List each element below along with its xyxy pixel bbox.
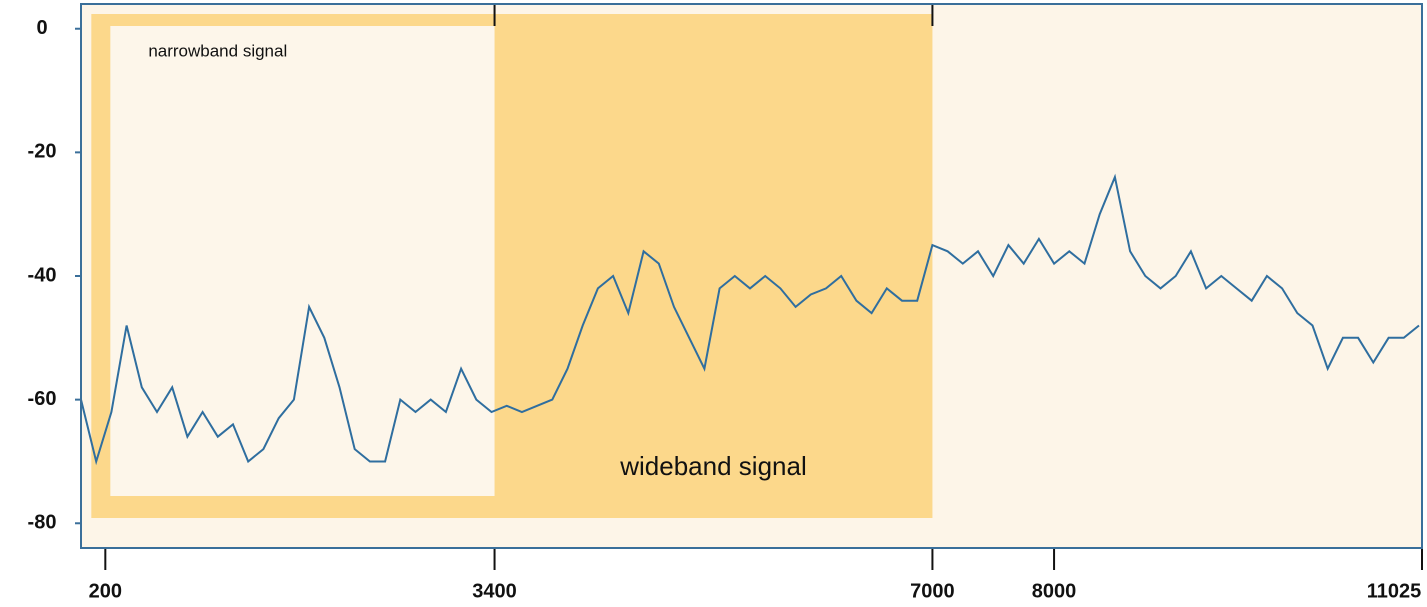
band-label: narrowband signal: [148, 41, 287, 60]
x-tick-label: 11025: [1367, 580, 1422, 602]
y-tick-label: 0: [36, 17, 47, 39]
plot-border: [80, 3, 1423, 549]
y-tick-label: -60: [28, 388, 57, 410]
y-tick-label: -80: [28, 512, 57, 534]
x-tick-label: 3400: [472, 580, 517, 602]
x-tick-label: 200: [89, 580, 122, 602]
band-label: wideband signal: [619, 451, 806, 481]
signal-line: [80, 173, 1420, 466]
x-tick-label: 8000: [1032, 580, 1077, 602]
y-tick-label: -20: [28, 141, 57, 163]
y-tick-label: -40: [28, 264, 57, 286]
x-tick-label: 7000: [910, 580, 955, 602]
signal-band: [110, 26, 495, 496]
